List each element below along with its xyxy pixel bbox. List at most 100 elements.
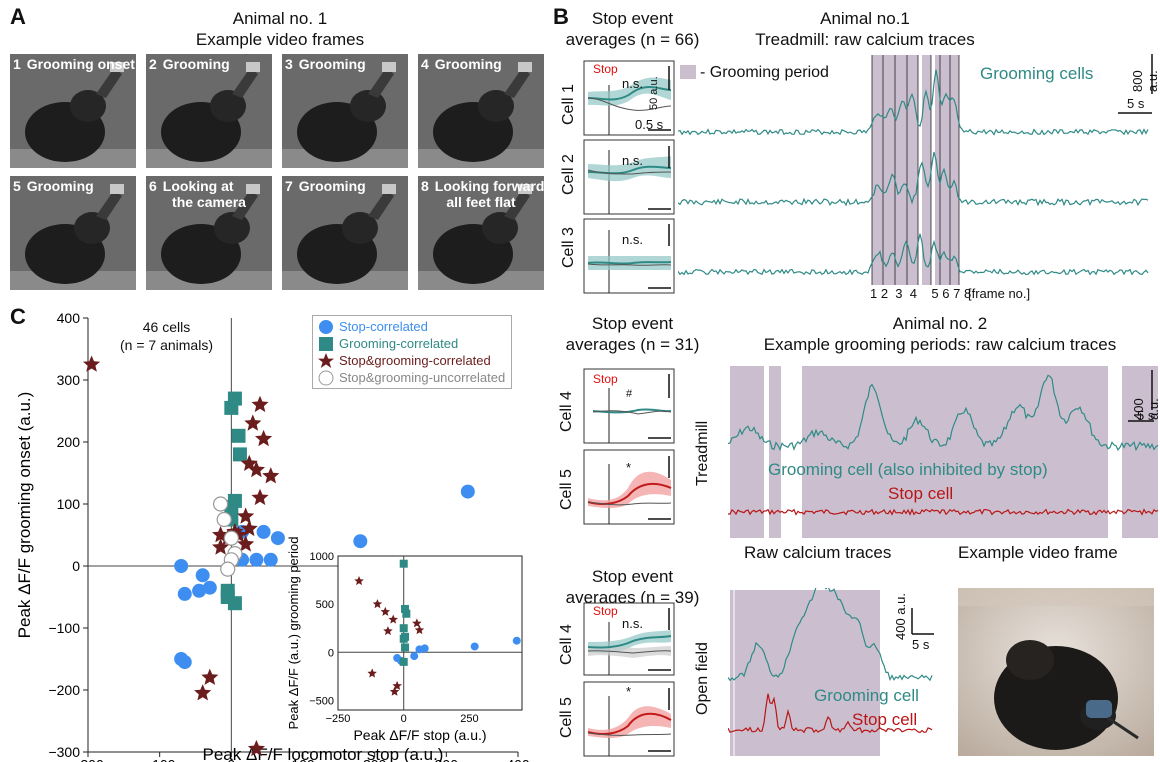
cell-5-label-b3: Cell 5 xyxy=(558,697,575,738)
mouse-image xyxy=(418,54,544,168)
video-frame-heading: Example video frame xyxy=(958,543,1118,562)
data-point xyxy=(251,488,269,506)
inset-y-label: Peak ΔF/F (a.u.) grooming period xyxy=(286,537,301,730)
mouse-image xyxy=(282,54,408,168)
stop-average-boxes-b xyxy=(583,60,675,294)
data-point xyxy=(177,586,192,601)
data-point xyxy=(216,511,232,528)
animal1-traces xyxy=(678,54,1153,285)
star-cell5-b2: * xyxy=(626,460,632,475)
stop-marker-b: Stop xyxy=(593,62,618,76)
frame-numbers: 1 2 3 4 5 6 7 8 xyxy=(870,286,972,301)
y-tick-label: 200 xyxy=(57,434,81,450)
cells-note-line2: (n = 7 animals) xyxy=(120,337,213,353)
y-tick-label: −100 xyxy=(48,620,80,636)
inset-series xyxy=(393,636,521,665)
legend-stop-marker xyxy=(319,319,333,334)
calcium-trace xyxy=(678,233,1149,276)
data-point xyxy=(399,657,408,666)
stop-cell-label-b2: Stop cell xyxy=(888,484,954,503)
data-point xyxy=(212,538,230,555)
cells-note: 46 cells (n = 7 animals) xyxy=(120,318,213,354)
frame-number: 5 xyxy=(13,178,21,194)
data-point xyxy=(195,568,210,583)
scale-y-b1: 800 a.u. xyxy=(1130,70,1160,92)
data-point xyxy=(240,519,258,537)
open-field-label: Open field xyxy=(694,642,711,715)
frame-caption: 5 Grooming xyxy=(13,178,133,194)
data-point xyxy=(227,596,242,611)
data-point xyxy=(201,668,219,685)
raw-traces-heading: Raw calcium traces xyxy=(744,543,892,562)
data-point xyxy=(237,507,255,524)
video-frame-6: 6 Looking at the camera xyxy=(146,176,272,290)
legend-groom-marker xyxy=(319,336,333,351)
frame-number: 2 xyxy=(149,56,157,72)
panel-b-avg-title: Stop event averages (n = 66) xyxy=(550,8,715,50)
panel-a-label: A xyxy=(10,4,26,29)
data-point xyxy=(470,642,479,651)
frame-text: Grooming xyxy=(162,56,230,72)
mouse-image xyxy=(418,176,544,290)
inset-series xyxy=(399,559,411,666)
x-tick-label: 100 xyxy=(291,756,315,762)
data-point xyxy=(460,484,475,499)
data-point xyxy=(383,626,393,636)
legend-none-text: Stop&grooming-uncorrelated xyxy=(339,370,506,385)
frame-number: 7 xyxy=(285,178,293,194)
frame-text: Grooming xyxy=(298,178,366,194)
data-point xyxy=(256,524,271,539)
panel-b2-animal: Animal no. 2 xyxy=(892,314,988,333)
panel-b2-avg-title: Stop event averages (n = 31) xyxy=(550,313,715,355)
mouse-image xyxy=(282,176,408,290)
data-point xyxy=(401,604,410,613)
data-point xyxy=(202,580,217,595)
data-point xyxy=(262,467,280,484)
frame-number: 8 xyxy=(421,178,429,194)
data-point xyxy=(414,625,425,635)
data-point xyxy=(372,599,383,609)
panel-b-subtitle: Treadmill: raw calcium traces xyxy=(755,30,975,49)
calcium-trace xyxy=(678,69,1149,136)
calcium-trace xyxy=(678,151,1149,207)
legend-stop: Stop-correlated xyxy=(317,318,505,335)
frame-no-label: [frame no.] xyxy=(968,286,1031,301)
data-point xyxy=(270,531,285,546)
treadmill-label: Treadmill xyxy=(694,420,711,486)
data-point xyxy=(249,552,264,567)
panel-a-title-line1: Animal no. 1 xyxy=(232,9,328,28)
y-axis-label: Peak ΔF/F grooming onset (a.u.) xyxy=(15,392,34,639)
panel-b-avg-title-line1: Stop event xyxy=(591,9,674,28)
scatter-legend: Stop-correlated Grooming-correlated Stop… xyxy=(312,315,513,389)
hash-cell4: # xyxy=(626,388,633,400)
panel-c-label: C xyxy=(10,304,26,329)
mouse-image xyxy=(10,54,136,168)
legend-both: Stop&grooming-correlated xyxy=(317,352,505,369)
open-field-traces xyxy=(728,588,934,756)
frame-caption: 2 Grooming xyxy=(149,56,269,72)
cell-4-label-b2: Cell 4 xyxy=(558,391,575,432)
grooming-period-legend: - Grooming period xyxy=(700,64,829,81)
panel-b3-avg-line1: Stop event xyxy=(591,567,674,586)
panel-a-title-line2: Example video frames xyxy=(195,30,365,49)
frame-caption: 4 Grooming xyxy=(421,56,541,72)
data-point xyxy=(251,395,269,413)
frame-text: Grooming xyxy=(298,56,366,72)
inset-y-tick: 500 xyxy=(316,599,334,611)
animal2-treadmill-traces xyxy=(728,366,1159,538)
inset-series xyxy=(354,576,425,696)
data-point xyxy=(177,655,192,670)
frame-text-line2: the camera xyxy=(172,194,246,210)
data-point xyxy=(174,559,189,573)
ns-cell3: n.s. xyxy=(622,232,643,247)
x-tick-label: 0 xyxy=(227,756,235,762)
grooming-cells-label: Grooming cells xyxy=(980,64,1094,83)
series xyxy=(174,484,475,670)
frame-text-line2: all feet flat xyxy=(446,194,516,210)
mouse-image xyxy=(146,54,272,168)
scale-y-b3: 400 a.u. xyxy=(893,593,908,640)
inset-y-scale: 50 a.u. xyxy=(648,76,660,110)
frame-text: Looking at xyxy=(162,178,234,194)
legend-both-marker xyxy=(318,352,334,368)
inset-x-label: Peak ΔF/F stop (a.u.) xyxy=(353,727,486,743)
